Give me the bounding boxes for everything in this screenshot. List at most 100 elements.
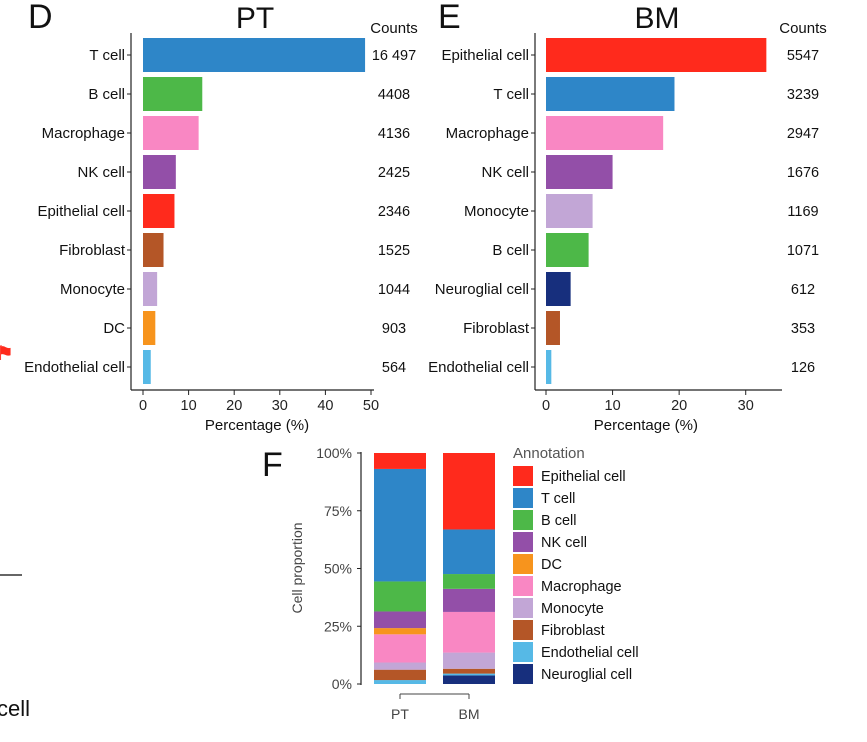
f-segment-pt-endothelial-cell xyxy=(374,680,426,684)
pt-counts-header: Counts xyxy=(370,20,418,37)
chart-pt: PT Counts T cell 16 497 B cell 4408 Macrophage… xyxy=(24,2,418,434)
bm-count-monocyte: 1169 xyxy=(787,204,818,220)
pt-count-t-cell: 16 497 xyxy=(372,48,416,64)
f-legend-swatch-endothelial-cell xyxy=(513,642,533,662)
f-ytick-label-2: 50% xyxy=(324,561,352,577)
pt-xtick-label-40: 40 xyxy=(317,398,333,414)
bm-bar-monocyte xyxy=(546,194,593,228)
f-legend-label-neuroglial-cell: Neuroglial cell xyxy=(541,667,632,683)
pt-bar-b-cell xyxy=(143,77,203,111)
f-legend-label-monocyte: Monocyte xyxy=(541,601,604,617)
pt-bar-dc xyxy=(143,311,156,345)
pt-xtick-label-0: 0 xyxy=(139,398,147,414)
bm-label-t-cell: T cell xyxy=(493,86,529,103)
bm-count-macrophage: 2947 xyxy=(787,126,819,142)
chart-bm: BM Counts Epithelial cell 5547 T cell 3239 Mac… xyxy=(428,2,827,434)
f-segment-pt-nk-cell xyxy=(374,611,426,629)
f-legend-label-endothelial-cell: Endothelial cell xyxy=(541,645,639,661)
f-legend-label-dc: DC xyxy=(541,557,562,573)
f-legend-swatch-dc xyxy=(513,554,533,574)
f-segment-bm-endothelial-cell xyxy=(443,673,495,676)
panel-letter-e: E xyxy=(438,0,461,36)
bm-xtick-label-0: 0 xyxy=(542,398,550,414)
bm-title: BM xyxy=(635,2,680,35)
f-segment-pt-dc xyxy=(374,628,426,635)
bm-label-endothelial-cell: Endothelial cell xyxy=(428,359,529,376)
bm-bar-endothelial-cell xyxy=(546,350,552,384)
f-legend-label-epithelial-cell: Epithelial cell xyxy=(541,469,626,485)
pt-count-monocyte: 1044 xyxy=(378,282,410,298)
f-legend-swatch-epithelial-cell xyxy=(513,466,533,486)
f-ylabel: Cell proportion xyxy=(289,522,305,613)
bm-xtick-label-30: 30 xyxy=(738,398,754,414)
f-segment-pt-b-cell xyxy=(374,581,426,612)
bm-bar-macrophage xyxy=(546,116,664,150)
bm-bar-b-cell xyxy=(546,233,589,267)
f-legend-swatch-macrophage xyxy=(513,576,533,596)
pt-xtick-label-50: 50 xyxy=(363,398,379,414)
pt-xtick-label-30: 30 xyxy=(272,398,288,414)
f-legend-swatch-monocyte xyxy=(513,598,533,618)
pt-label-t-cell: T cell xyxy=(89,47,125,64)
bm-label-neuroglial-cell: Neuroglial cell xyxy=(435,281,529,298)
pt-label-fibroblast: Fibroblast xyxy=(59,242,126,259)
f-legend-title: Annotation xyxy=(513,445,585,462)
f-legend-swatch-neuroglial-cell xyxy=(513,664,533,684)
f-segment-pt-macrophage xyxy=(374,634,426,663)
pt-title: PT xyxy=(236,2,274,35)
chart-f: 0% 25% 50% 75% 100% Cell proportion PT BM Annota… xyxy=(289,445,639,722)
f-legend-label-macrophage: Macrophage xyxy=(541,579,622,595)
pt-label-dc: DC xyxy=(103,320,125,337)
bm-count-b-cell: 1071 xyxy=(787,243,819,259)
bm-label-nk-cell: NK cell xyxy=(481,164,529,181)
f-segment-bm-monocyte xyxy=(443,652,495,669)
pt-bar-epithelial-cell xyxy=(143,194,175,228)
f-legend-swatch-fibroblast xyxy=(513,620,533,640)
f-ytick-label-3: 75% xyxy=(324,503,352,519)
pt-count-endothelial-cell: 564 xyxy=(382,360,406,376)
bm-label-macrophage: Macrophage xyxy=(446,125,529,142)
pt-label-nk-cell: NK cell xyxy=(77,164,125,181)
pt-label-endothelial-cell: Endothelial cell xyxy=(24,359,125,376)
f-segment-bm-b-cell xyxy=(443,574,495,589)
f-segment-pt-epithelial-cell xyxy=(374,453,426,469)
pt-bar-macrophage xyxy=(143,116,199,150)
pt-bar-monocyte xyxy=(143,272,158,306)
bm-xtick-label-10: 10 xyxy=(605,398,621,414)
bm-counts-header: Counts xyxy=(779,20,827,37)
pt-label-epithelial-cell: Epithelial cell xyxy=(37,203,125,220)
f-ytick-label-1: 25% xyxy=(324,618,352,634)
bm-bar-t-cell xyxy=(546,77,675,111)
f-ytick-label-0: 0% xyxy=(332,676,352,692)
stray-cell-text: cell xyxy=(0,696,30,721)
pt-bar-t-cell xyxy=(143,38,366,72)
bm-label-fibroblast: Fibroblast xyxy=(463,320,530,337)
f-legend-swatch-b-cell xyxy=(513,510,533,530)
bm-count-neuroglial-cell: 612 xyxy=(791,282,815,298)
f-segment-pt-fibroblast xyxy=(374,669,426,681)
f-legend-swatch-nk-cell xyxy=(513,532,533,552)
f-legend-label-nk-cell: NK cell xyxy=(541,535,587,551)
f-segment-bm-neuroglial-cell xyxy=(443,675,495,684)
panel-letter-f: F xyxy=(262,446,283,484)
f-xlabel-pt: PT xyxy=(391,706,409,722)
panel-letter-d: D xyxy=(28,0,53,36)
pt-label-macrophage: Macrophage xyxy=(42,125,125,142)
bm-xtick-label-20: 20 xyxy=(671,398,687,414)
pt-label-b-cell: B cell xyxy=(88,86,125,103)
f-segment-bm-t-cell xyxy=(443,529,495,575)
pt-xtick-label-10: 10 xyxy=(181,398,197,414)
bm-bar-fibroblast xyxy=(546,311,560,345)
f-segment-pt-t-cell xyxy=(374,468,426,582)
pt-count-dc: 903 xyxy=(382,321,406,337)
pt-bar-endothelial-cell xyxy=(143,350,151,384)
bm-count-fibroblast: 353 xyxy=(791,321,815,337)
pt-count-b-cell: 4408 xyxy=(378,87,410,103)
pt-count-epithelial-cell: 2346 xyxy=(378,204,410,220)
bm-count-epithelial-cell: 5547 xyxy=(787,48,819,64)
f-legend-label-fibroblast: Fibroblast xyxy=(541,623,605,639)
pt-count-macrophage: 4136 xyxy=(378,126,410,142)
pt-xtick-label-20: 20 xyxy=(226,398,242,414)
f-legend-label-b-cell: B cell xyxy=(541,513,576,529)
